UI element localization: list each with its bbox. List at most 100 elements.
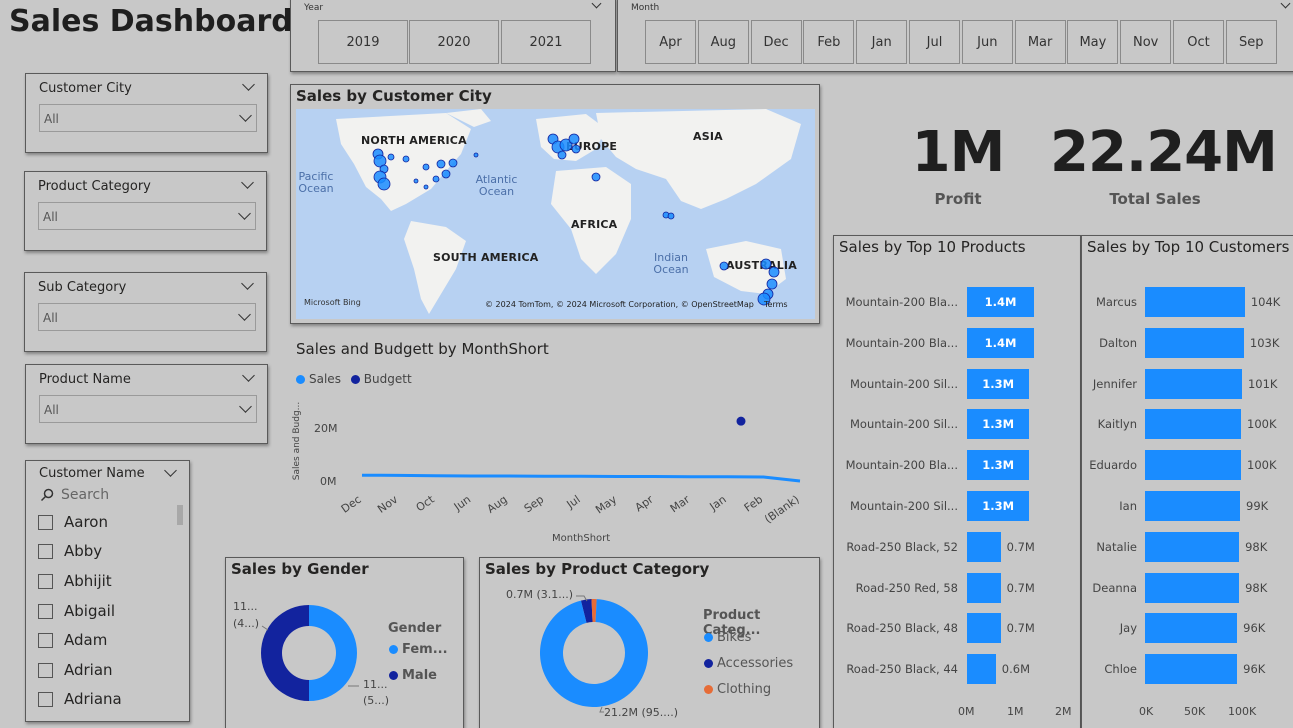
customer-name-label: Customer Name	[39, 466, 145, 481]
xtick-label: (Blank)	[762, 493, 802, 526]
month-button-dec[interactable]: Dec	[750, 20, 802, 64]
legend-item-male[interactable]: Male	[389, 668, 437, 683]
bar[interactable]	[967, 654, 996, 685]
bar[interactable]	[1145, 450, 1241, 481]
bar[interactable]	[967, 531, 1001, 562]
month-button-feb[interactable]: Feb	[803, 20, 855, 64]
list-item[interactable]: Abby	[38, 542, 102, 560]
bar-value-label: 1.3M	[982, 376, 1015, 391]
map-terms-link[interactable]: Terms	[764, 300, 788, 309]
list-item[interactable]: Aaron	[38, 513, 108, 531]
xtick-50k: 50K	[1184, 705, 1206, 718]
bar[interactable]	[1145, 287, 1245, 317]
chevron-down-icon[interactable]	[241, 277, 254, 290]
bar-value-label: 0.7M	[1006, 539, 1035, 554]
checkbox[interactable]	[38, 543, 53, 559]
customer-search[interactable]: Search	[38, 487, 178, 507]
bar-label: Mountain-200 Sil...	[850, 417, 958, 432]
bar[interactable]	[1145, 531, 1240, 562]
month-button-mar[interactable]: Mar	[1014, 20, 1066, 64]
bar-label: Chloe	[1104, 662, 1137, 677]
checkbox[interactable]	[38, 662, 53, 678]
gender-slice-1[interactable]	[261, 605, 309, 701]
month-slicer-label: Month	[631, 3, 660, 13]
map-label-atlantic: Atlantic Ocean	[475, 173, 518, 198]
category-slice-1[interactable]	[591, 599, 597, 623]
gender-slice-0[interactable]	[309, 605, 357, 701]
chevron-down-icon[interactable]	[241, 176, 254, 189]
legend-item-accessories[interactable]: Accessories	[704, 656, 793, 671]
bar-value-label: 100K	[1247, 417, 1277, 432]
ytick-0m: 0M	[320, 475, 337, 488]
list-item[interactable]: Adriana	[38, 690, 122, 708]
year-button-2020[interactable]: 2020	[409, 20, 499, 64]
bar[interactable]	[1145, 613, 1238, 644]
chevron-down-icon[interactable]	[242, 369, 255, 382]
chevron-down-icon[interactable]	[1280, 0, 1291, 9]
legend-item-female[interactable]: Fem...	[389, 642, 448, 657]
bar[interactable]	[967, 409, 1030, 440]
month-button-aug[interactable]: Aug	[697, 20, 749, 64]
budget-point[interactable]	[736, 416, 746, 426]
month-button-jun[interactable]: Jun	[961, 20, 1013, 64]
bar[interactable]	[967, 491, 1030, 521]
chevron-down-icon[interactable]	[164, 464, 177, 477]
map-canvas[interactable]: NORTH AMERICA EUROPE ASIA AFRICA SOUTH A…	[296, 109, 815, 319]
product-name-dropdown[interactable]: All	[39, 395, 257, 423]
legend-item-clothing[interactable]: Clothing	[704, 682, 771, 697]
list-item[interactable]: Abhijit	[38, 572, 112, 590]
bar[interactable]	[967, 368, 1030, 399]
checkbox[interactable]	[38, 573, 53, 589]
bar[interactable]	[1145, 491, 1241, 521]
customer-city-dropdown[interactable]: All	[39, 104, 257, 132]
bar[interactable]	[967, 572, 1001, 603]
scrollbar[interactable]	[177, 505, 183, 525]
category-slice-2[interactable]	[540, 599, 648, 707]
year-button-2021[interactable]: 2021	[501, 20, 591, 64]
checkbox[interactable]	[38, 691, 53, 707]
list-item[interactable]: Abigail	[38, 602, 115, 620]
search-input[interactable]: Search	[61, 487, 110, 503]
xtick-label: Jul	[564, 493, 583, 512]
bar[interactable]	[1145, 327, 1244, 358]
line-chart-plot[interactable]: Dec Nov Oct Jun Aug Sep Jul May Apr Mar Jan Feb(Bla…	[290, 338, 820, 548]
bar[interactable]	[1145, 572, 1240, 603]
month-button-jan[interactable]: Jan	[856, 20, 908, 64]
xtick-label: Jun	[451, 493, 473, 514]
month-button-jul[interactable]: Jul	[909, 20, 960, 64]
checkbox[interactable]	[38, 603, 53, 619]
bar[interactable]	[967, 613, 1001, 644]
month-button-oct[interactable]: Oct	[1173, 20, 1224, 64]
list-item[interactable]: Adrian	[38, 661, 113, 679]
month-button-apr[interactable]: Apr	[645, 20, 696, 64]
product-category-dropdown[interactable]: All	[38, 202, 256, 230]
gender-donut[interactable]	[226, 558, 465, 728]
checkbox[interactable]	[38, 632, 53, 648]
bar[interactable]	[967, 287, 1035, 317]
category-donut[interactable]	[480, 558, 821, 728]
legend-dot-accessories	[704, 659, 713, 668]
bar[interactable]	[1145, 654, 1238, 685]
list-item[interactable]: Adam	[38, 631, 107, 649]
sales-line[interactable]	[361, 473, 801, 483]
year-button-2019[interactable]: 2019	[318, 20, 408, 64]
month-button-nov[interactable]: Nov	[1120, 20, 1172, 64]
sub-category-dropdown[interactable]: All	[38, 303, 256, 331]
bar-value-label: 104K	[1250, 295, 1281, 309]
chevron-down-icon[interactable]	[591, 0, 602, 9]
checkbox[interactable]	[38, 514, 53, 530]
chevron-down-icon[interactable]	[242, 78, 255, 91]
bar[interactable]	[1145, 409, 1241, 440]
dropdown-value: All	[44, 112, 59, 126]
bar[interactable]	[1145, 368, 1242, 399]
category-slice-0[interactable]	[580, 599, 593, 623]
legend-item-bikes[interactable]: Bikes	[704, 630, 751, 645]
bar-label: Mountain-200 Bla...	[845, 458, 958, 473]
filter-sub-category: Sub Category All	[24, 272, 267, 352]
kpi-sales-value: 22.24M	[1050, 120, 1278, 185]
bar[interactable]	[967, 327, 1035, 358]
month-button-may[interactable]: May	[1067, 20, 1119, 64]
bar[interactable]	[967, 450, 1030, 481]
xtick-label: Dec	[339, 493, 364, 516]
month-button-sep[interactable]: Sep	[1225, 20, 1277, 64]
